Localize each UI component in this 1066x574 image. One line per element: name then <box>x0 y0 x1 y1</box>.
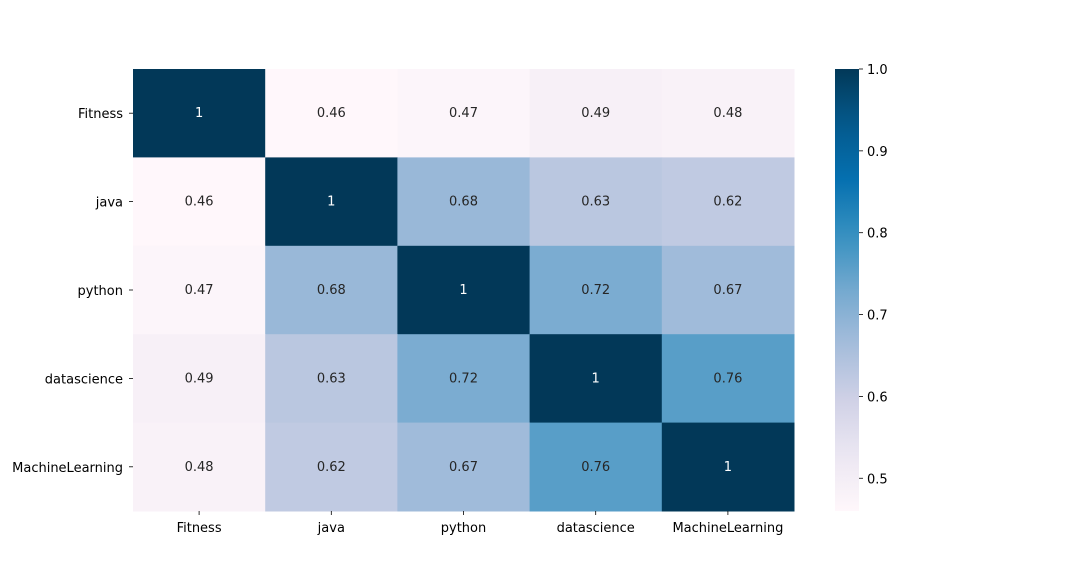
heatmap-cell <box>133 334 266 424</box>
cell-annotation: 0.76 <box>713 371 742 386</box>
heatmap-cell <box>397 334 531 424</box>
y-tick-label: java <box>95 196 123 211</box>
cell-annotation: 0.48 <box>713 106 742 121</box>
heatmap-cell <box>661 69 795 158</box>
cell-annotation: 0.72 <box>581 283 610 298</box>
cell-annotation: 1 <box>327 195 335 210</box>
heatmap-cell <box>661 422 795 512</box>
cell-annotation: 0.68 <box>317 283 346 298</box>
cell-annotation: 0.47 <box>185 283 214 298</box>
heatmap-cell <box>529 69 663 158</box>
heatmap-cell <box>133 245 266 335</box>
cell-annotation: 0.76 <box>581 460 610 475</box>
heatmap-cells <box>133 69 795 512</box>
cell-annotation: 1 <box>724 460 732 475</box>
heatmap-cell <box>265 69 398 158</box>
cell-annotation: 1 <box>195 106 203 121</box>
cell-annotation: 0.63 <box>581 195 610 210</box>
x-tick-label: python <box>441 521 486 536</box>
cell-annotation: 0.48 <box>185 460 214 475</box>
cell-annotation: 1 <box>459 283 467 298</box>
y-tick-label: MachineLearning <box>12 461 123 476</box>
colorbar-tick-label: 0.7 <box>867 309 888 324</box>
heatmap-cell <box>397 422 531 512</box>
cell-annotation: 0.63 <box>317 371 346 386</box>
heatmap-cell <box>661 157 795 247</box>
cell-annotation: 0.62 <box>317 460 346 475</box>
x-tick-label: Fitness <box>177 521 222 536</box>
y-axis: Fitness java python datascience MachineLearn… <box>12 107 133 476</box>
cell-annotation: 0.49 <box>581 106 610 121</box>
x-tick-label: java <box>317 521 345 536</box>
x-tick-label: datascience <box>557 521 635 536</box>
y-tick-label: python <box>78 284 123 299</box>
cell-annotation: 0.46 <box>185 195 214 210</box>
y-tick-label: datascience <box>45 372 123 387</box>
cell-annotation: 0.49 <box>185 371 214 386</box>
cell-annotation: 0.67 <box>449 460 478 475</box>
heatmap-cell <box>529 157 663 247</box>
cell-annotation: 0.72 <box>449 371 478 386</box>
cell-annotation: 0.62 <box>713 195 742 210</box>
cell-annotation: 0.67 <box>713 283 742 298</box>
heatmap-cell <box>265 245 398 335</box>
colorbar-tick-label: 0.9 <box>867 145 888 160</box>
heatmap-cell <box>529 334 663 424</box>
heatmap-cell <box>529 422 663 512</box>
heatmap-cell <box>133 422 266 512</box>
heatmap-cell <box>265 334 398 424</box>
heatmap-cell <box>397 245 531 335</box>
heatmap-cell <box>661 334 795 424</box>
heatmap-cell <box>661 245 795 335</box>
heatmap-cell <box>133 157 266 247</box>
heatmap-cell <box>265 157 398 247</box>
colorbar-tick-label: 0.8 <box>867 227 888 242</box>
cell-annotation: 0.68 <box>449 195 478 210</box>
colorbar: 0.5 0.6 0.7 0.8 0.9 1.0 <box>835 63 888 511</box>
heatmap-cell <box>529 245 663 335</box>
x-tick-label: MachineLearning <box>672 521 783 536</box>
heatmap-cell <box>265 422 398 512</box>
cell-annotation: 0.46 <box>317 106 346 121</box>
heatmap-cell <box>397 157 531 247</box>
cell-annotation: 1 <box>592 371 600 386</box>
colorbar-tick-label: 1.0 <box>867 63 888 78</box>
heatmap-cell <box>133 69 266 158</box>
colorbar-gradient <box>835 69 859 511</box>
heatmap-annotations: 1 0.46 0.47 0.49 0.48 0.46 1 0.68 0.63 0.62 0.47 0.… <box>185 106 743 475</box>
y-tick-label: Fitness <box>78 107 123 122</box>
x-axis: Fitness java python datascience MachineLearn… <box>177 511 783 536</box>
colorbar-tick-label: 0.5 <box>867 472 888 487</box>
colorbar-tick-label: 0.6 <box>867 390 888 405</box>
heatmap-cell <box>397 69 531 158</box>
cell-annotation: 0.47 <box>449 106 478 121</box>
